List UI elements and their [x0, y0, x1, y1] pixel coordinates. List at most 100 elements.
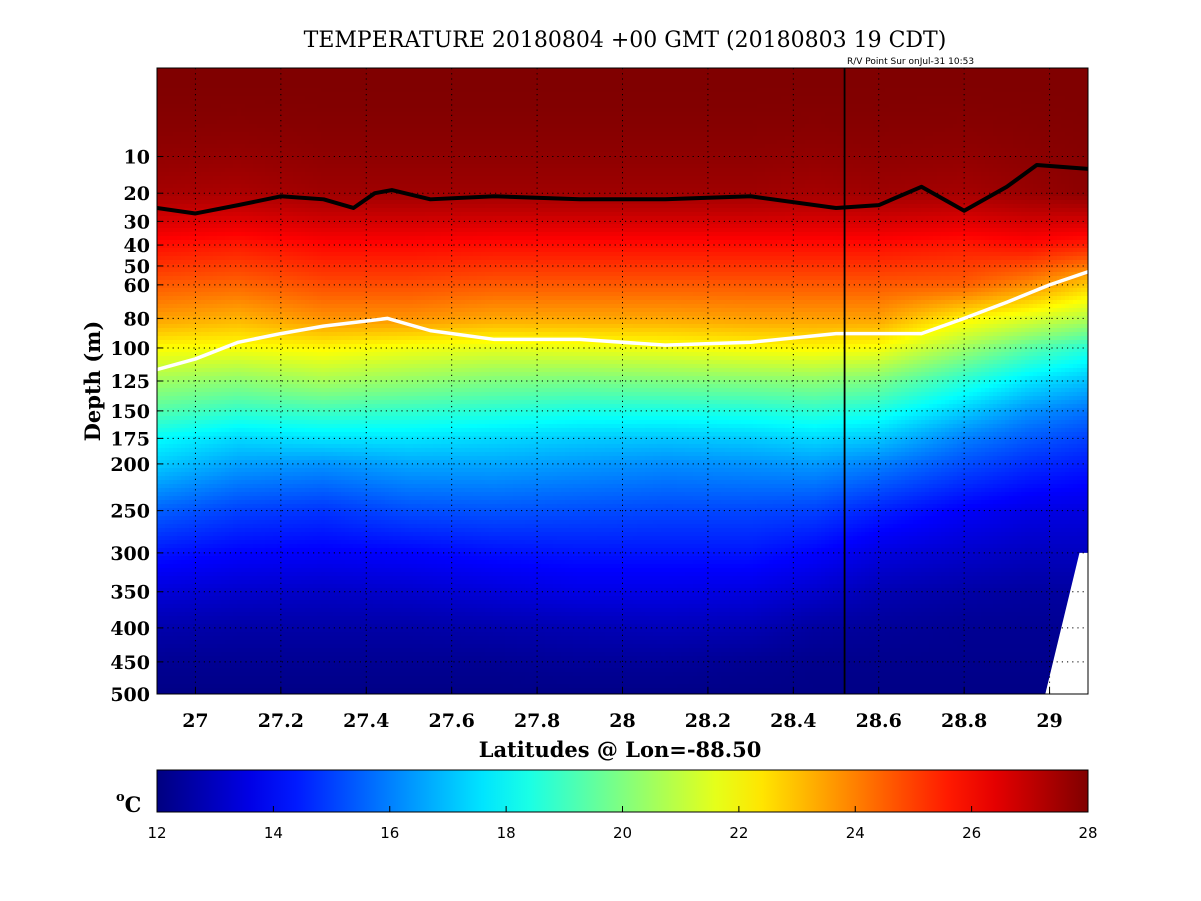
field-cell	[805, 92, 810, 97]
field-cell	[361, 76, 366, 81]
field-cell	[269, 124, 274, 129]
field-cell	[849, 92, 854, 97]
field-cell	[885, 112, 890, 117]
field-cell	[829, 148, 834, 153]
field-cell	[273, 104, 278, 109]
field-cell	[401, 128, 406, 133]
field-cell	[409, 100, 414, 105]
field-cell	[989, 108, 994, 113]
field-cell	[541, 120, 546, 125]
field-cell	[429, 68, 434, 73]
field-cell	[793, 144, 798, 149]
field-cell	[185, 112, 190, 117]
field-cell	[1049, 92, 1054, 97]
field-cell	[625, 92, 630, 97]
field-cell	[525, 80, 530, 85]
field-cell	[689, 96, 694, 101]
field-cell	[181, 72, 186, 77]
field-cell	[441, 124, 446, 129]
field-cell	[381, 128, 386, 133]
field-cell	[633, 88, 638, 93]
field-cell	[1041, 120, 1046, 125]
field-cell	[181, 120, 186, 125]
field-cell	[161, 144, 166, 149]
field-cell	[1013, 104, 1018, 109]
field-cell	[417, 148, 422, 153]
field-cell	[481, 84, 486, 89]
field-cell	[353, 88, 358, 93]
field-cell	[441, 92, 446, 97]
field-cell	[225, 108, 230, 113]
field-cell	[657, 144, 662, 149]
field-cell	[1065, 144, 1070, 149]
field-cell	[713, 76, 718, 81]
field-cell	[773, 92, 778, 97]
field-cell	[397, 128, 402, 133]
field-cell	[169, 88, 174, 93]
field-cell	[1025, 76, 1030, 81]
field-cell	[617, 96, 622, 101]
field-cell	[245, 124, 250, 129]
field-cell	[185, 68, 190, 73]
field-cell	[509, 72, 514, 77]
field-cell	[977, 116, 982, 121]
field-cell	[157, 80, 162, 85]
field-cell	[357, 108, 362, 113]
field-cell	[401, 140, 406, 145]
field-cell	[461, 120, 466, 125]
field-cell	[589, 128, 594, 133]
field-cell	[697, 76, 702, 81]
field-cell	[285, 116, 290, 121]
field-cell	[425, 112, 430, 117]
field-cell	[465, 152, 470, 157]
field-cell	[161, 128, 166, 133]
field-cell	[761, 100, 766, 105]
field-cell	[873, 120, 878, 125]
field-cell	[453, 96, 458, 101]
field-cell	[221, 88, 226, 93]
field-cell	[901, 132, 906, 137]
field-cell	[189, 104, 194, 109]
field-cell	[609, 92, 614, 97]
field-cell	[185, 140, 190, 145]
field-cell	[549, 140, 554, 145]
field-cell	[633, 132, 638, 137]
field-cell	[689, 104, 694, 109]
field-cell	[669, 136, 674, 141]
field-cell	[265, 68, 270, 73]
field-cell	[533, 104, 538, 109]
field-cell	[757, 68, 762, 73]
field-cell	[181, 104, 186, 109]
field-cell	[321, 68, 326, 73]
field-cell	[613, 84, 618, 89]
field-cell	[805, 108, 810, 113]
field-cell	[705, 132, 710, 137]
field-cell	[321, 132, 326, 137]
field-cell	[757, 112, 762, 117]
field-cell	[261, 84, 266, 89]
field-cell	[241, 128, 246, 133]
field-cell	[589, 104, 594, 109]
field-cell	[301, 80, 306, 85]
field-cell	[949, 128, 954, 133]
field-cell	[973, 120, 978, 125]
field-cell	[249, 112, 254, 117]
field-cell	[197, 68, 202, 73]
field-cell	[1037, 68, 1042, 73]
field-cell	[677, 68, 682, 73]
field-cell	[513, 72, 518, 77]
field-cell	[349, 136, 354, 141]
field-cell	[1037, 148, 1042, 153]
field-cell	[345, 84, 350, 89]
field-cell	[437, 136, 442, 141]
field-cell	[785, 76, 790, 81]
field-cell	[1021, 80, 1026, 85]
field-cell	[989, 72, 994, 77]
field-cell	[757, 120, 762, 125]
field-cell	[1053, 116, 1058, 121]
field-cell	[1009, 84, 1014, 89]
field-cell	[945, 128, 950, 133]
field-cell	[821, 88, 826, 93]
field-cell	[805, 148, 810, 153]
field-cell	[465, 112, 470, 117]
